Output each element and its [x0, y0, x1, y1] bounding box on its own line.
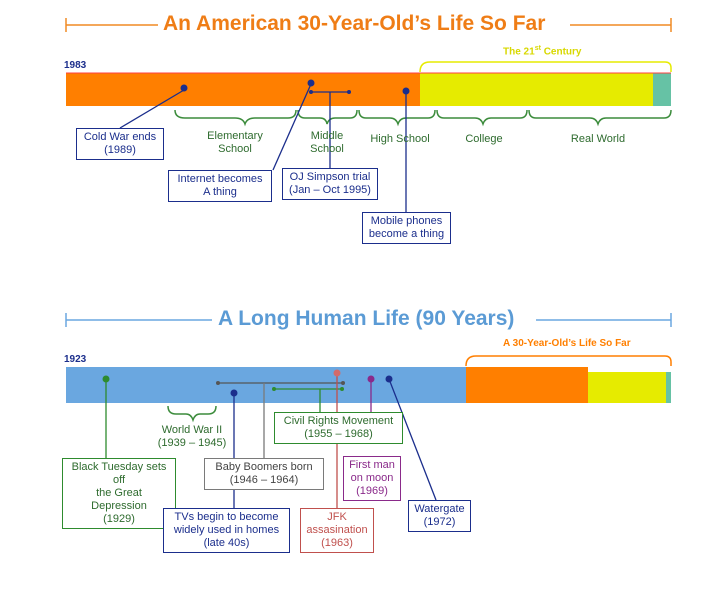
top-title-rule: [65, 18, 672, 32]
bottom-bar-life: [66, 367, 466, 403]
event-watergate: Watergate (1972): [408, 500, 471, 532]
top-title: An American 30-Year-Old’s Life So Far: [163, 12, 546, 35]
event-internet: Internet becomes A thing: [168, 170, 272, 202]
phase-label-real-world: Real World: [570, 133, 626, 145]
event-black-tuesday: Black Tuesday sets off the Great Depress…: [62, 458, 176, 529]
wwii-brace: [167, 405, 217, 423]
event-civil-rights: Civil Rights Movement (1955 – 1968): [274, 412, 403, 444]
bottom-event-dots: [102, 369, 393, 397]
top-bar-20th-century: [66, 73, 420, 106]
phase-braces: [174, 109, 672, 127]
bottom-bar-overlay-yellow: [588, 372, 666, 403]
event-mobile-phones: Mobile phones become a thing: [362, 212, 451, 244]
event-cold-war: Cold War ends (1989): [76, 128, 164, 160]
century-label-sup: st: [534, 45, 541, 52]
event-moon: First man on moon (1969): [343, 456, 401, 501]
top-start-year: 1983: [64, 60, 87, 71]
phase-label-college: College: [465, 133, 503, 145]
bottom-title-rule: [65, 313, 672, 327]
overlay-bracket: [465, 355, 672, 367]
event-tvs: TVs begin to become widely used in homes…: [163, 508, 290, 553]
bottom-title: A Long Human Life (90 Years): [218, 307, 515, 330]
bottom-bar-overlay-orange: [466, 367, 588, 403]
top-event-lines: [119, 83, 407, 212]
event-jfk: JFK assasination (1963): [300, 508, 374, 553]
phase-label-high: High School: [370, 133, 430, 145]
century-bracket: [419, 61, 672, 73]
wwii-label: World War II (1939 – 1945): [157, 424, 227, 449]
bottom-start-year: 1923: [64, 354, 87, 365]
overlay-label: A 30-Year-Old’s Life So Far: [503, 338, 631, 349]
century-label-suffix: Century: [540, 46, 582, 58]
event-oj-simpson: OJ Simpson trial (Jan – Oct 1995): [282, 168, 378, 200]
century-label: The 21st Century: [503, 45, 581, 57]
phase-label-middle: Middle School: [310, 130, 344, 155]
top-bar-latest: [653, 73, 671, 106]
bottom-bar-overlay-teal: [666, 372, 671, 403]
phase-label-elementary: Elementary School: [207, 130, 263, 155]
top-bar-21st-century: [420, 73, 653, 106]
century-label-text: The 21: [503, 46, 535, 58]
event-baby-boomers: Baby Boomers born (1946 – 1964): [204, 458, 324, 490]
top-event-dots: [180, 79, 410, 95]
